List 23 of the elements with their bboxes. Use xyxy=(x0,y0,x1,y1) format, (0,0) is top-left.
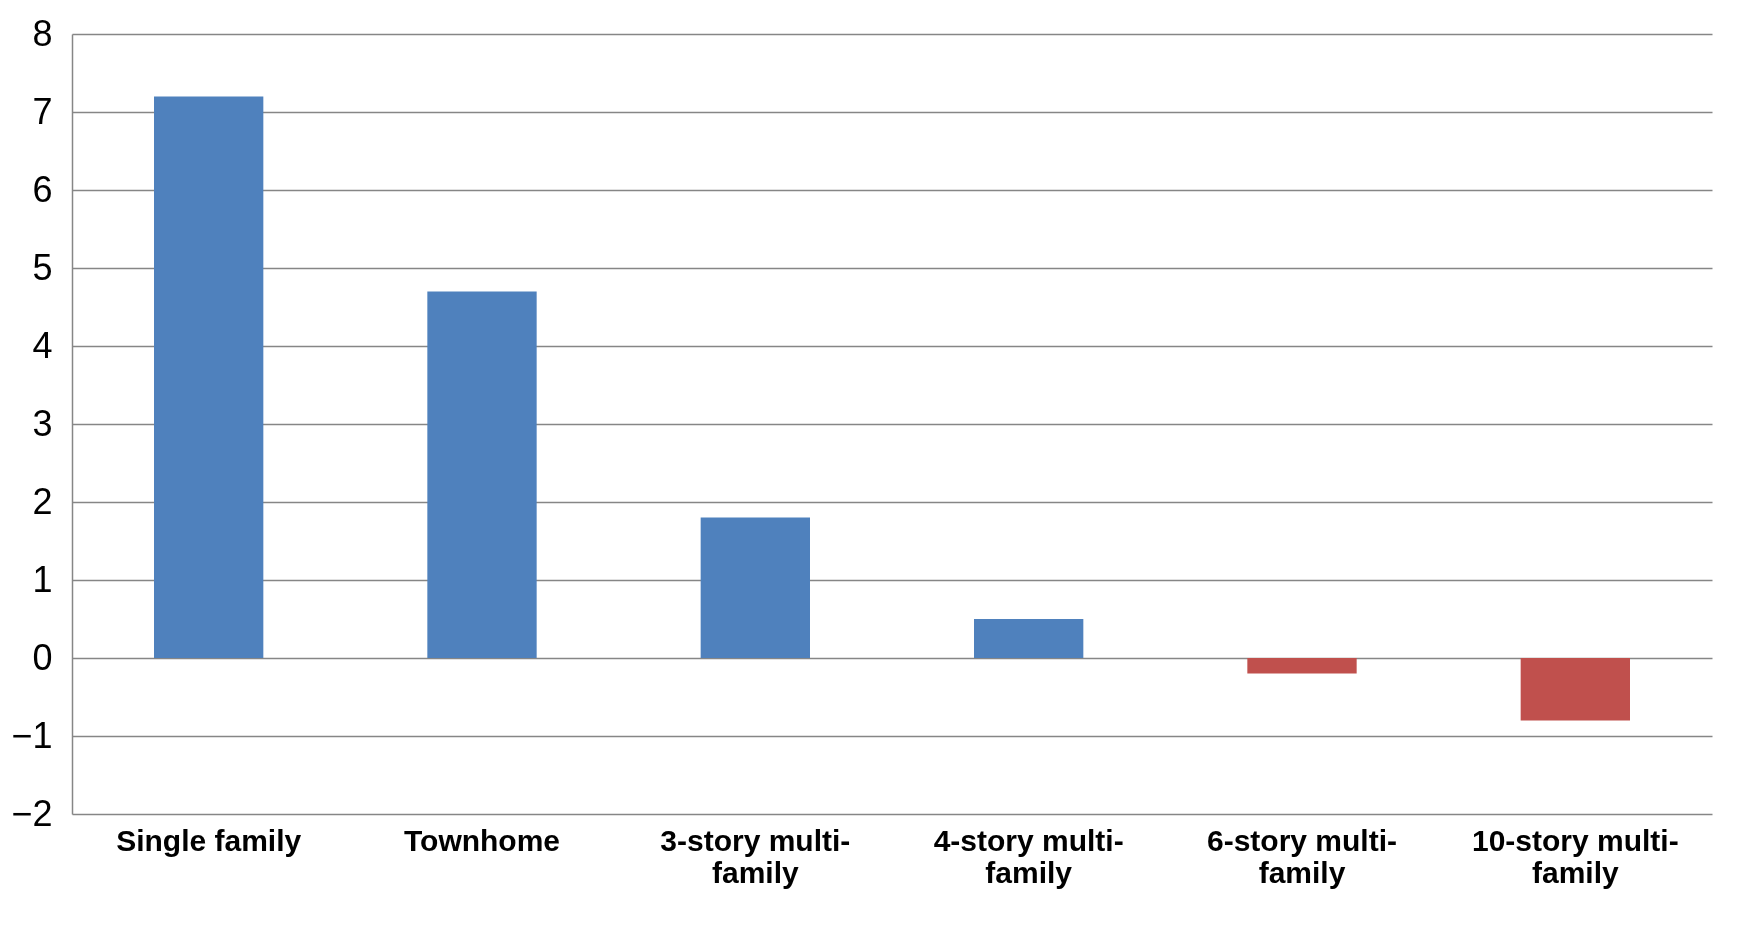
bar xyxy=(700,517,810,658)
y-tick-label: 5 xyxy=(32,246,53,288)
y-tick-label: 0 xyxy=(32,636,53,678)
x-tick-label: 3-story multi-family xyxy=(660,823,851,889)
x-tick-label: Single family xyxy=(116,823,302,857)
y-tick-label: 3 xyxy=(32,402,53,444)
y-tick-label: 6 xyxy=(32,168,53,210)
x-tick-label: 6-story multi-family xyxy=(1206,823,1398,889)
y-tick-label: −2 xyxy=(11,792,53,834)
bar xyxy=(974,619,1084,658)
bar xyxy=(427,291,537,658)
bar xyxy=(1247,658,1357,674)
bar xyxy=(154,96,264,658)
y-tick-label: 2 xyxy=(32,480,53,522)
y-tick-label: 1 xyxy=(32,558,53,600)
x-tick-label: 10-story multi-family xyxy=(1471,823,1679,889)
x-tick-label: Townhome xyxy=(403,823,561,857)
x-tick-label: 4-story multi-family xyxy=(933,823,1124,889)
y-tick-label: 4 xyxy=(32,324,53,366)
y-tick-label: −1 xyxy=(11,714,53,756)
y-tick-label: 8 xyxy=(32,12,53,54)
y-tick-label: 7 xyxy=(32,90,53,132)
bar xyxy=(1520,658,1630,721)
